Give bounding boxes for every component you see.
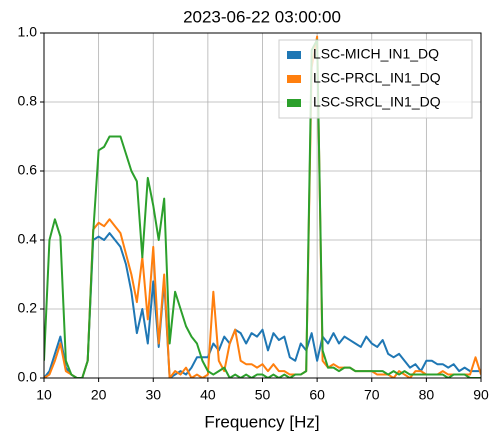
legend-swatch (287, 99, 301, 107)
legend-label: LSC-PRCL_IN1_DQ (313, 70, 441, 86)
series-line (44, 232, 481, 378)
y-tick-label: 0.8 (18, 93, 38, 109)
series-line (44, 38, 481, 378)
y-tick-label: 0.6 (18, 162, 38, 178)
x-tick-label: 80 (419, 387, 435, 403)
x-tick-label: 60 (309, 387, 325, 403)
legend-label: LSC-SRCL_IN1_DQ (313, 94, 441, 110)
y-tick-label: 0.4 (18, 231, 38, 247)
y-tick-label: 0.2 (18, 300, 38, 316)
chart-title: 2023-06-22 03:00:00 (183, 7, 341, 26)
x-tick-label: 70 (364, 387, 380, 403)
x-tick-label: 10 (36, 387, 52, 403)
x-tick-label: 90 (473, 387, 489, 403)
plot-frame (43, 32, 482, 379)
series-line (44, 35, 481, 378)
x-tick-label: 50 (255, 387, 271, 403)
x-tick-label: 20 (91, 387, 107, 403)
legend-box (278, 39, 473, 119)
legend-swatch (287, 75, 301, 83)
x-tick-label: 40 (200, 387, 216, 403)
legend-label: LSC-MICH_IN1_DQ (313, 46, 439, 62)
y-tick-label: 1.0 (18, 24, 38, 40)
y-tick-label: 0.0 (18, 369, 38, 385)
x-tick-label: 30 (145, 387, 161, 403)
legend-swatch (287, 51, 301, 59)
x-axis-label: Frequency [Hz] (204, 412, 319, 431)
